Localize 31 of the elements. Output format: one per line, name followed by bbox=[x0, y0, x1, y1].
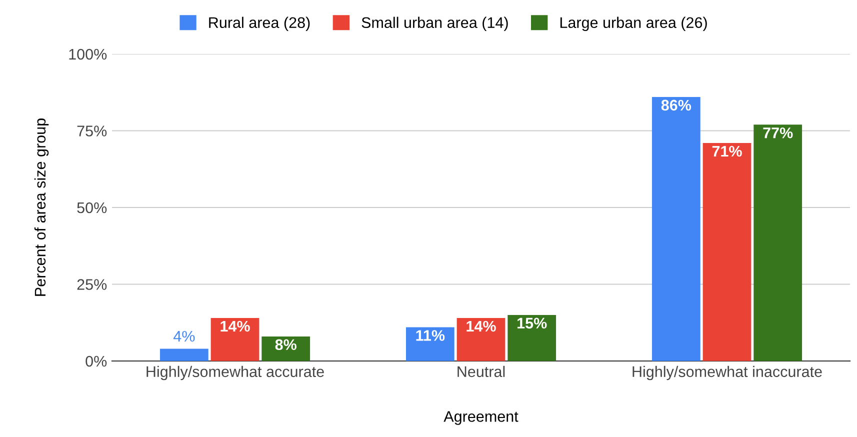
bar bbox=[754, 124, 802, 361]
bar bbox=[406, 327, 454, 361]
y-axis-title: Percent of area size group bbox=[34, 118, 49, 296]
bar bbox=[508, 314, 556, 361]
data-label: 4% bbox=[173, 330, 195, 342]
bar bbox=[210, 318, 260, 361]
bar bbox=[702, 143, 752, 361]
legend-label: Rural area (28) bbox=[209, 16, 310, 32]
data-label: 11% bbox=[416, 330, 445, 341]
data-label: 71% bbox=[712, 146, 742, 157]
legend-label: Small urban area (14) bbox=[362, 16, 508, 32]
y-tick-label: 50% bbox=[77, 202, 107, 214]
data-label: 8% bbox=[275, 339, 296, 350]
x-tick-label: Neutral bbox=[458, 366, 505, 378]
y-tick-label: 0% bbox=[86, 356, 107, 367]
y-tick-label: 25% bbox=[77, 279, 107, 290]
bar bbox=[160, 348, 208, 361]
bar bbox=[456, 318, 506, 361]
data-label: 77% bbox=[763, 127, 793, 138]
bar bbox=[262, 336, 310, 361]
x-tick-label: Highly/somewhat inaccurate bbox=[632, 366, 822, 380]
data-label: 86% bbox=[661, 100, 692, 111]
legend-label: Large urban area (26) bbox=[560, 16, 707, 32]
x-axis-title: Agreement bbox=[444, 411, 518, 425]
data-label: 14% bbox=[220, 320, 250, 332]
x-tick-label: Highly/somewhat accurate bbox=[146, 366, 324, 380]
data-label: 15% bbox=[518, 318, 547, 329]
y-tick-label: 100% bbox=[69, 48, 107, 60]
bar bbox=[652, 96, 700, 361]
y-tick-label: 75% bbox=[77, 126, 107, 136]
data-label: 14% bbox=[466, 320, 496, 332]
